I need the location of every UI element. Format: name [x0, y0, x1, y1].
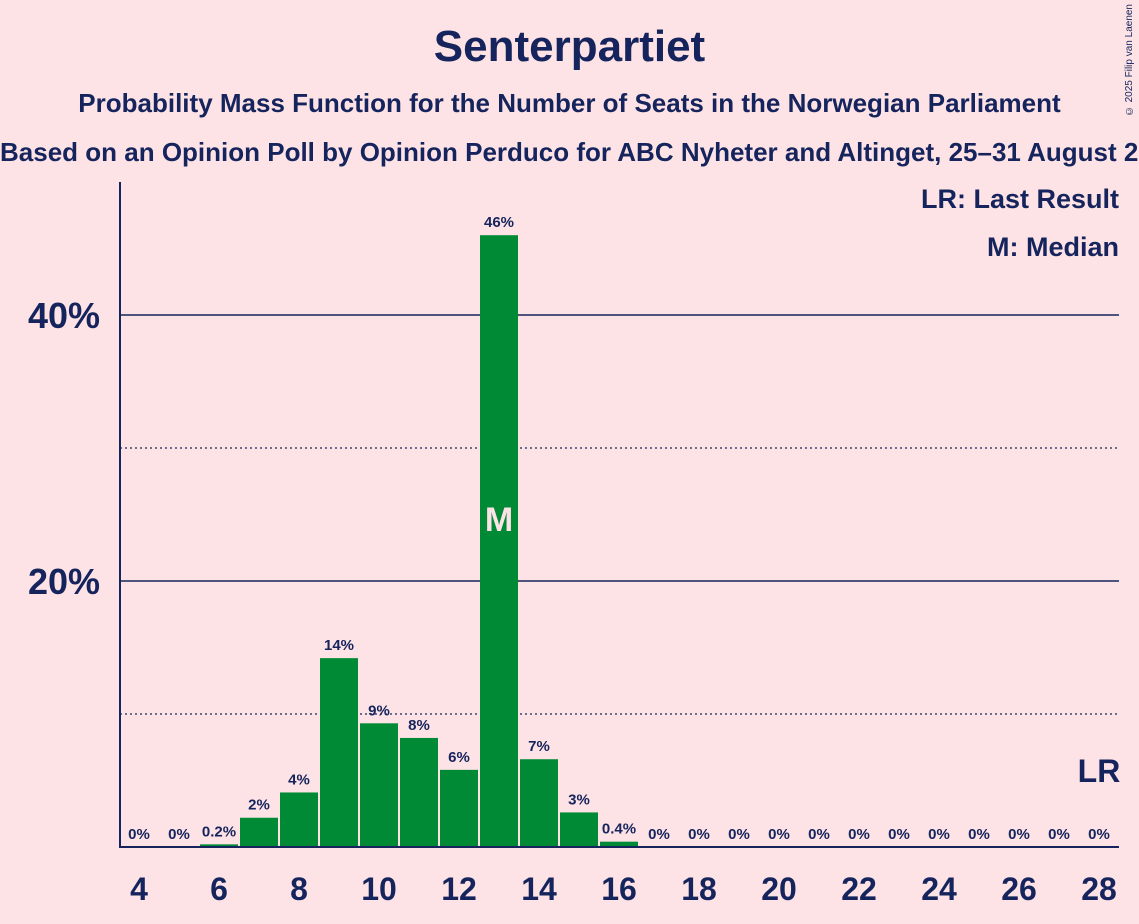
bar-label-seat-14: 7%: [528, 738, 550, 755]
bar-label-seat-23: 0%: [888, 826, 910, 843]
chart-title: Senterpartiet: [433, 22, 706, 71]
bar-label-seat-22: 0%: [848, 826, 870, 843]
bar-label-seat-25: 0%: [968, 826, 990, 843]
bar-label-seat-16: 0.4%: [602, 821, 636, 838]
bar-label-seat-4: 0%: [128, 826, 150, 843]
legend-last-result: LR: Last Result: [920, 184, 1119, 214]
bar-label-seat-7: 2%: [248, 797, 270, 814]
bar-label-seat-5: 0%: [168, 826, 190, 843]
x-tick-label: 18: [681, 871, 717, 907]
bar-label-seat-24: 0%: [928, 826, 950, 843]
bar-seat-14: [520, 759, 558, 847]
bar-seat-12: [440, 769, 478, 847]
bar-label-seat-9: 14%: [324, 637, 354, 654]
x-tick-label: 20: [761, 871, 797, 907]
x-tick-label: 8: [290, 871, 308, 907]
x-tick-label: 24: [921, 871, 957, 907]
bar-label-seat-17: 0%: [648, 826, 670, 843]
bar-seat-10: [360, 723, 398, 847]
x-tick-label: 16: [601, 871, 637, 907]
bar-label-seat-26: 0%: [1008, 826, 1030, 843]
bar-seat-11: [400, 737, 438, 847]
bar-seat-9: [320, 658, 358, 847]
bar-label-seat-12: 6%: [448, 749, 470, 766]
x-tick-label: 26: [1001, 871, 1037, 907]
chart-subtitle: Probability Mass Function for the Number…: [78, 88, 1061, 118]
bar-seat-6: [200, 844, 238, 847]
bar-seat-8: [280, 792, 318, 847]
bar-label-seat-18: 0%: [688, 826, 710, 843]
bar-label-seat-11: 8%: [408, 717, 430, 734]
chart-source-subtitle: Based on an Opinion Poll by Opinion Perd…: [0, 137, 1139, 167]
x-tick-label: 6: [210, 871, 228, 907]
median-marker: M: [485, 501, 513, 539]
bar-seat-16: [600, 841, 638, 847]
bar-label-seat-28: 0%: [1088, 826, 1110, 843]
bar-seat-13: [480, 235, 518, 847]
bar-label-seat-21: 0%: [808, 826, 830, 843]
x-tick-label: 4: [130, 871, 148, 907]
last-result-marker: LR: [1078, 753, 1121, 789]
bar-label-seat-6: 0.2%: [202, 823, 236, 840]
x-tick-label: 28: [1081, 871, 1117, 907]
bar-label-seat-10: 9%: [368, 702, 390, 719]
bar-seat-15: [560, 812, 598, 847]
y-tick-label: 40%: [28, 295, 100, 336]
bar-label-seat-27: 0%: [1048, 826, 1070, 843]
legend-median: M: Median: [987, 232, 1119, 262]
y-tick-label: 20%: [28, 561, 100, 602]
x-tick-label: 12: [441, 871, 477, 907]
bar-label-seat-13: 46%: [484, 214, 514, 231]
bar-label-seat-15: 3%: [568, 791, 590, 808]
x-tick-label: 14: [521, 871, 557, 907]
x-tick-label: 10: [361, 871, 397, 907]
bar-label-seat-20: 0%: [768, 826, 790, 843]
x-tick-label: 22: [841, 871, 877, 907]
bar-label-seat-19: 0%: [728, 826, 750, 843]
bar-label-seat-8: 4%: [288, 771, 310, 788]
bar-seat-7: [240, 817, 278, 847]
